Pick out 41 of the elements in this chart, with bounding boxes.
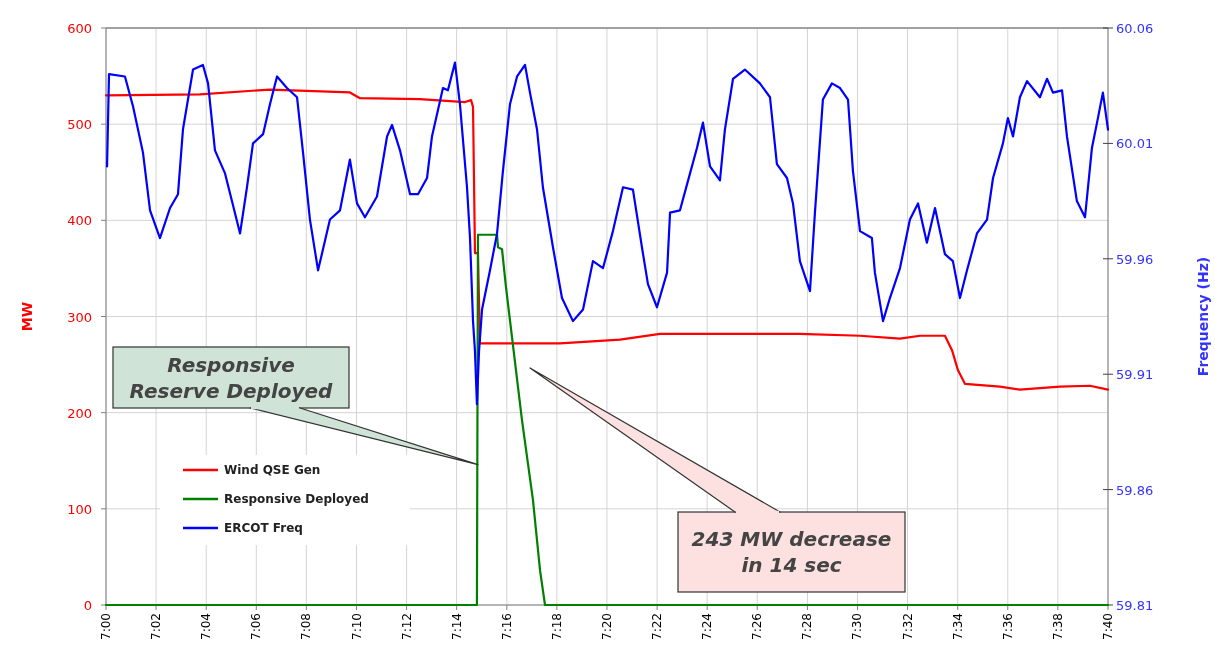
x-tick-label: 7:00 xyxy=(99,613,113,640)
y-tick-label: 500 xyxy=(67,117,92,133)
x-tick-label: 7:30 xyxy=(850,613,865,640)
y2-tick-label: 59.96 xyxy=(1116,251,1154,267)
x-tick-label: 7:36 xyxy=(1000,613,1015,640)
y-tick-label: 0 xyxy=(83,598,92,613)
x-tick-label: 7:14 xyxy=(449,613,464,640)
annotation: Responsive Reserve Deployed xyxy=(129,352,334,403)
x-tick-label: 7:34 xyxy=(950,613,965,640)
x-tick-label: 7:06 xyxy=(249,613,264,640)
y-tick-label: 100 xyxy=(67,501,92,517)
y-axis-title: MW xyxy=(19,301,35,332)
x-tick-label: 7:32 xyxy=(900,613,915,640)
y2-axis-title: Frequency (Hz) xyxy=(1195,256,1211,377)
y2-tick-label: 59.86 xyxy=(1116,482,1154,498)
y2-tick-label: 60.01 xyxy=(1116,136,1154,152)
x-tick-label: 7:02 xyxy=(149,613,164,640)
x-tick-label: 7:20 xyxy=(599,613,614,640)
x-tick-label: 7:26 xyxy=(750,613,765,640)
x-tick-label: 7:16 xyxy=(499,613,514,640)
annotation: 243 MW decrease in 14 sec xyxy=(691,527,892,577)
y-tick-label: 300 xyxy=(67,309,92,325)
x-tick-label: 7:28 xyxy=(800,613,815,640)
x-tick-label: 7:40 xyxy=(1101,613,1115,640)
x-tick-label: 7:04 xyxy=(199,613,214,640)
y-tick-label: 400 xyxy=(67,213,92,229)
y2-tick-label: 59.91 xyxy=(1116,367,1154,383)
x-tick-label: 7:22 xyxy=(650,613,665,640)
x-tick-label: 7:24 xyxy=(700,613,715,640)
legend-label: Responsive Deployed xyxy=(224,492,369,506)
y2-tick-label: 60.06 xyxy=(1116,21,1154,36)
x-tick-label: 7:38 xyxy=(1050,613,1065,640)
y-tick-label: 200 xyxy=(67,405,92,421)
x-tick-label: 7:12 xyxy=(399,613,414,640)
x-tick-label: 7:18 xyxy=(549,613,564,640)
x-tick-label: 7:08 xyxy=(299,613,314,640)
x-tick-label: 7:10 xyxy=(349,613,364,640)
y-tick-label: 600 xyxy=(67,21,92,36)
legend-label: Wind QSE Gen xyxy=(224,463,321,477)
y2-tick-label: 59.81 xyxy=(1116,598,1154,613)
legend-label: ERCOT Freq xyxy=(224,521,303,535)
